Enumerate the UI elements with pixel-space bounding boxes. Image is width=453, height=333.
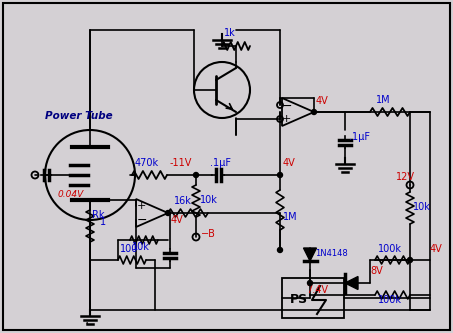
Text: 4V: 4V: [430, 244, 443, 254]
Circle shape: [278, 172, 283, 177]
Text: 10k: 10k: [200, 195, 218, 205]
Text: 10k: 10k: [413, 202, 431, 212]
Polygon shape: [304, 248, 317, 261]
Circle shape: [308, 280, 313, 285]
Text: +: +: [282, 114, 291, 124]
Text: 4V: 4V: [283, 158, 296, 168]
Text: Power Tube: Power Tube: [45, 111, 113, 121]
Circle shape: [408, 257, 413, 262]
Text: ·: ·: [84, 317, 88, 331]
Text: 1: 1: [100, 217, 106, 227]
Text: 16k: 16k: [174, 196, 192, 206]
Text: −: −: [137, 213, 148, 226]
Text: 100: 100: [120, 244, 138, 254]
Text: PS: PS: [290, 293, 308, 306]
Text: 7.4V: 7.4V: [306, 285, 328, 295]
Circle shape: [312, 110, 317, 115]
Text: 0.04V: 0.04V: [58, 190, 84, 199]
Text: 10k: 10k: [132, 242, 150, 252]
Text: Rk: Rk: [92, 210, 105, 220]
Text: -11V: -11V: [170, 158, 193, 168]
Text: 1N4148: 1N4148: [315, 249, 348, 258]
Text: 4V: 4V: [316, 96, 329, 106]
Text: 8V: 8V: [370, 266, 383, 276]
Text: 1k: 1k: [224, 28, 236, 38]
Text: −B: −B: [201, 229, 216, 239]
Circle shape: [193, 172, 198, 177]
Text: 1M: 1M: [283, 212, 298, 222]
Circle shape: [278, 247, 283, 252]
Text: 12V: 12V: [396, 172, 415, 182]
Text: +: +: [137, 201, 146, 211]
Circle shape: [165, 210, 170, 215]
Text: .1µF: .1µF: [210, 158, 231, 168]
Text: 100k: 100k: [378, 295, 402, 305]
Bar: [282, 278, 344, 318]
Text: 1M: 1M: [376, 95, 390, 105]
Text: 4V: 4V: [171, 215, 184, 225]
Text: 470k: 470k: [135, 158, 159, 168]
Text: −: −: [282, 100, 293, 113]
Polygon shape: [345, 276, 358, 289]
Text: 100k: 100k: [378, 244, 402, 254]
Text: .1µF: .1µF: [349, 132, 370, 142]
